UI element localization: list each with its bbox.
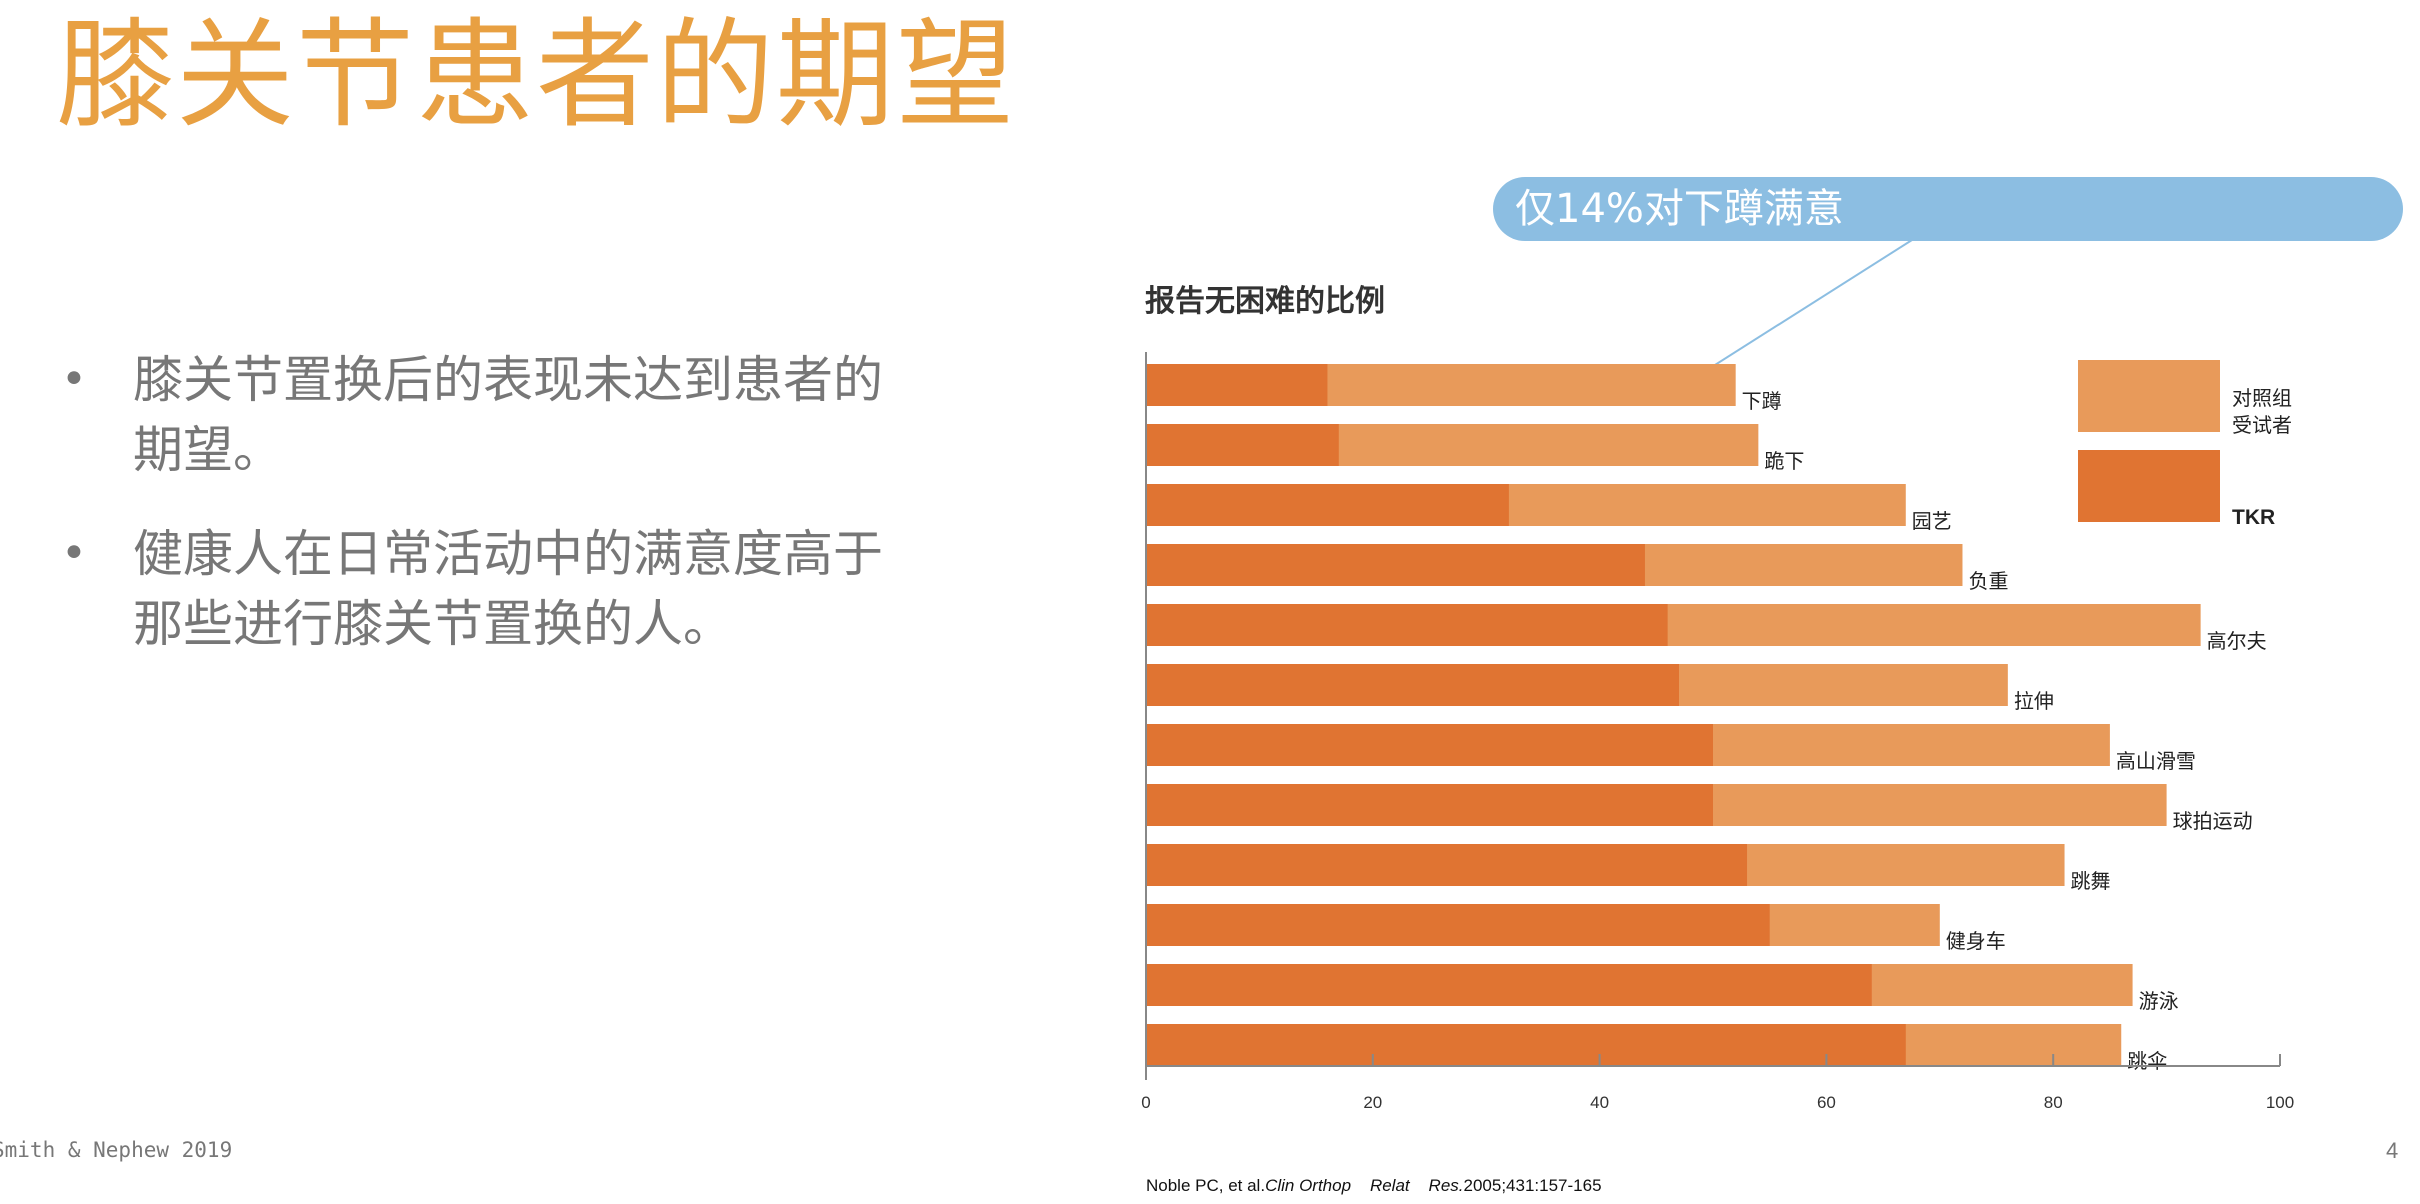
bar-tkr [1146, 904, 1770, 946]
category-label: 负重 [1968, 569, 2008, 593]
copyright-footer: Smith & Nephew 2019 [0, 1138, 233, 1162]
bullet-dot-icon: • [61, 528, 87, 579]
legend-label-control: 对照组 [2232, 386, 2292, 410]
bar-tkr [1146, 424, 1339, 466]
citation-details: 2005;431:157-165 [1463, 1176, 1602, 1195]
x-axis: 0 20 40 60 80 100 [1141, 352, 2294, 1112]
x-tick-label: 100 [2266, 1093, 2294, 1112]
bullet-item: • 膝关节置换后的表现未达到患者的期望。 [55, 345, 925, 485]
category-label: 跳舞 [2071, 869, 2111, 893]
citation-journal: Relat [1369, 1176, 1410, 1195]
citation: Noble PC, et al.Clin Orthop Relat Res.20… [1146, 1176, 1602, 1196]
category-label: 跪下 [1764, 449, 1804, 473]
x-tick-label: 60 [1817, 1093, 1836, 1112]
chart-title: 报告无困难的比例 [1145, 284, 1385, 319]
category-label: 高山滑雪 [2116, 749, 2196, 773]
x-tick-label: 80 [2044, 1093, 2063, 1112]
bullet-text: 膝关节置换后的表现未达到患者的期望。 [133, 351, 883, 479]
bar-tkr [1146, 724, 1713, 766]
bar-tkr [1146, 964, 1872, 1006]
category-label: 健身车 [1946, 929, 2006, 953]
x-tick-label: 20 [1363, 1093, 1382, 1112]
category-label: 球拍运动 [2173, 809, 2253, 833]
legend-swatch-tkr [2078, 450, 2220, 522]
bullet-item: • 健康人在日常活动中的满意度高于那些进行膝关节置换的人。 [55, 519, 925, 659]
legend-label-control: 受试者 [2232, 413, 2292, 437]
bar-tkr [1146, 784, 1713, 826]
bullet-dot-icon: • [61, 354, 87, 405]
legend-label-tkr: TKR [2232, 506, 2275, 529]
bar-tkr [1146, 1024, 1906, 1066]
citation-journal: Res. [1428, 1176, 1464, 1195]
page-number: 4 [2386, 1138, 2399, 1163]
callout-banner: 仅14%对下蹲满意 [1493, 177, 2403, 241]
bar-tkr [1146, 484, 1509, 526]
bar-tkr [1146, 364, 1328, 406]
category-label: 拉伸 [2014, 689, 2054, 713]
category-label: 下蹲 [1742, 389, 1782, 413]
legend-swatch-control [2078, 360, 2220, 432]
x-tick-label: 0 [1141, 1093, 1150, 1112]
citation-authors: Noble PC, et al. [1146, 1176, 1266, 1195]
callout-pointer-line [1684, 239, 1913, 385]
x-tick-label: 40 [1590, 1093, 1609, 1112]
category-label: 游泳 [2139, 989, 2179, 1013]
category-label: 跳伞 [2127, 1049, 2167, 1073]
bullet-list: • 膝关节置换后的表现未达到患者的期望。 • 健康人在日常活动中的满意度高于那些… [55, 345, 925, 693]
category-label: 园艺 [1912, 509, 1952, 533]
bar-tkr [1146, 544, 1645, 586]
citation-journal: Clin Orthop [1265, 1176, 1352, 1195]
bar-tkr [1146, 844, 1748, 886]
page-title: 膝关节患者的期望 [56, 6, 1017, 144]
bar-tkr [1146, 604, 1668, 646]
bullet-text: 健康人在日常活动中的满意度高于那些进行膝关节置换的人。 [133, 525, 883, 653]
category-label: 高尔夫 [2207, 629, 2267, 653]
bar-tkr [1146, 664, 1679, 706]
